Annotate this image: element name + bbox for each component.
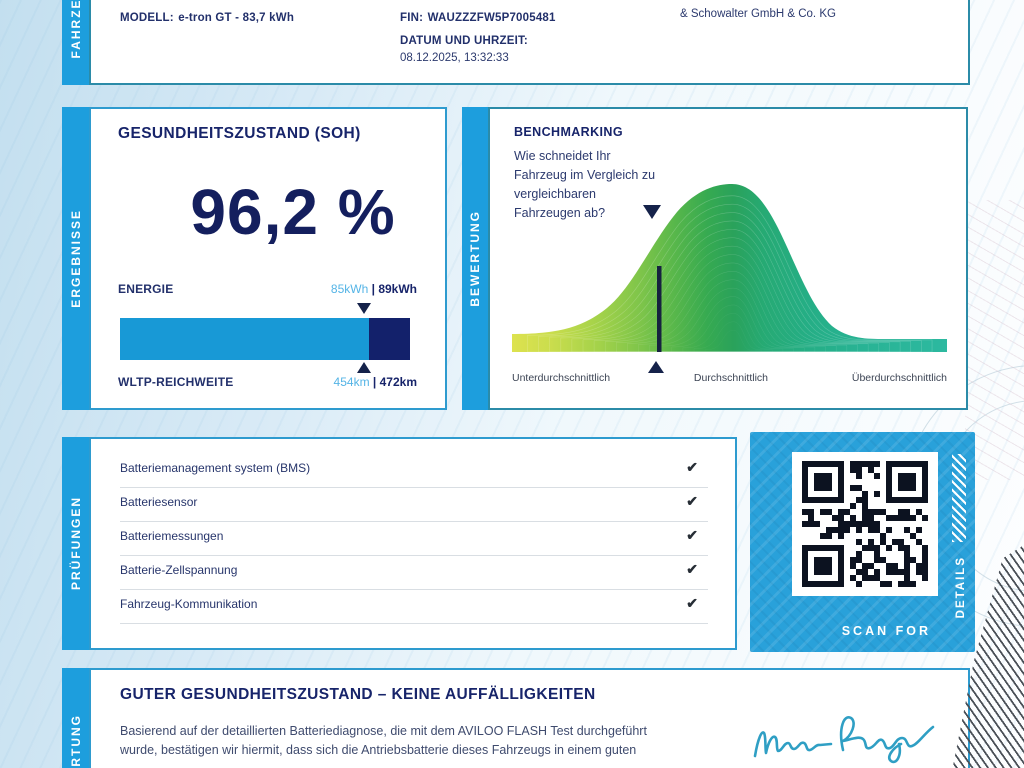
tab-ergebnisse: ERGEBNISSE xyxy=(62,107,89,410)
vehicle-fin: FIN: WAUZZZFW5P7005481 xyxy=(400,8,556,26)
benchmark-marker-top-icon xyxy=(643,205,661,219)
axis-label-above-average: Überdurchschnittlich xyxy=(851,372,947,384)
benchmark-question-line: Fahrzeug im Vergleich zu xyxy=(514,168,656,182)
check-label: Fahrzeug-Kommunikation xyxy=(120,597,258,611)
check-mark-icon: ✔ xyxy=(686,493,698,509)
benchmark-distribution-chart xyxy=(512,184,947,353)
dealer-name: & Schowalter GmbH & Co. KG xyxy=(680,8,836,20)
datetime-value: 08.12.2025, 13:32:33 xyxy=(400,52,509,64)
tab-fahrzeugdaten-label: FAHRZEUGDATEN xyxy=(69,0,83,59)
check-row-sensor: Batteriesensor ✔ xyxy=(120,487,708,522)
vehicle-data-panel: MODELL: e-tron GT - 83,7 kWh FIN: WAUZZZ… xyxy=(89,0,970,85)
summary-body-line: Basierend auf der detaillierten Batterie… xyxy=(120,724,647,738)
tab-pruefungen-label: PRÜFUNGEN xyxy=(68,496,83,591)
check-mark-icon: ✔ xyxy=(686,561,698,577)
benchmark-question-line: vergleichbaren xyxy=(514,187,596,201)
soh-bar-current xyxy=(120,318,370,360)
tab-auswertung: AUSWERTUNG xyxy=(62,668,89,768)
tab-ergebnisse-label: ERGEBNISSE xyxy=(68,209,83,308)
signature-icon xyxy=(753,716,935,764)
range-values: 454km | 472km xyxy=(334,375,417,389)
axis-label-average: Durchschnittlich xyxy=(693,372,769,384)
energy-separator: | xyxy=(371,282,375,296)
benchmark-vehicle-marker-line xyxy=(657,266,662,352)
scan-for-label: SCAN FOR xyxy=(841,624,931,638)
checks-panel: Batteriemanagement system (BMS) ✔ Batter… xyxy=(89,437,737,650)
tab-bewertung-label: BEWERTUNG xyxy=(468,210,482,307)
benchmark-panel: BENCHMARKING Wie schneidet Ihr Fahrzeug … xyxy=(488,107,968,410)
benchmark-question: Wie schneidet Ihr Fahrzeug im Vergleich … xyxy=(514,147,655,223)
range-original: 472km xyxy=(379,375,417,389)
tab-auswertung-label: AUSWERTUNG xyxy=(68,714,83,768)
check-label: Batterie-Zellspannung xyxy=(120,563,238,577)
check-label: Batteriemanagement system (BMS) xyxy=(120,461,311,475)
summary-title: GUTER GESUNDHEITSZUSTAND – KEINE AUFFÄLL… xyxy=(120,686,596,703)
soh-bar xyxy=(120,318,410,360)
benchmark-question-line: Wie schneidet Ihr xyxy=(514,149,611,163)
check-row-kommunikation: Fahrzeug-Kommunikation ✔ xyxy=(120,589,708,624)
summary-body: Basierend auf der detaillierten Batterie… xyxy=(120,722,647,760)
axis-label-below-average: Unterdurchschnittlich xyxy=(512,372,611,384)
soh-title: GESUNDHEITSZUSTAND (SOH) xyxy=(118,125,361,142)
soh-bar-lost xyxy=(369,318,410,360)
datetime-label: DATUM UND UHRZEIT: xyxy=(400,35,528,47)
check-mark-icon: ✔ xyxy=(686,595,698,611)
check-label: Batteriesensor xyxy=(120,495,198,509)
decor-hatch-white xyxy=(952,454,966,542)
range-current: 454km xyxy=(333,375,370,389)
fin-value: WAUZZZFW5P7005481 xyxy=(427,12,556,24)
check-row-messungen: Batteriemessungen ✔ xyxy=(120,521,708,556)
results-panel: GESUNDHEITSZUSTAND (SOH) 96,2 % ENERGIE … xyxy=(89,107,447,410)
energy-current: 85kWh xyxy=(330,282,369,296)
benchmark-question-line: Fahrzeugen ab? xyxy=(514,206,606,220)
energy-original: 89kWh xyxy=(378,282,417,296)
range-row: WLTP-REICHWEITE 454km | 472km xyxy=(118,375,417,389)
details-label: DETAILS xyxy=(955,555,967,618)
energy-label: ENERGIE xyxy=(118,282,174,296)
check-mark-icon: ✔ xyxy=(686,459,698,475)
benchmark-marker-bottom-icon xyxy=(648,361,664,373)
soh-value: 96,2 % xyxy=(190,176,396,248)
check-mark-icon: ✔ xyxy=(686,527,698,543)
qr-code-box xyxy=(792,452,938,596)
range-label: WLTP-REICHWEITE xyxy=(118,375,234,389)
model-value: e-tron GT - 83,7 kWh xyxy=(178,12,295,24)
summary-body-line: wurde, bestätigen wir hiermit, dass sich… xyxy=(120,743,637,757)
model-label: MODELL: xyxy=(120,12,174,24)
bar-marker-top-icon xyxy=(357,303,371,314)
energy-row: ENERGIE 85kWh | 89kWh xyxy=(118,282,417,296)
vehicle-model: MODELL: e-tron GT - 83,7 kWh xyxy=(120,8,294,26)
benchmark-title: BENCHMARKING xyxy=(514,125,623,139)
fin-label: FIN: xyxy=(400,12,424,24)
benchmark-axis-labels: Unterdurchschnittlich Durchschnittlich Ü… xyxy=(512,372,947,384)
bar-marker-bottom-icon xyxy=(357,362,371,373)
tab-pruefungen: PRÜFUNGEN xyxy=(62,437,89,650)
check-row-bms: Batteriemanagement system (BMS) ✔ xyxy=(120,453,708,488)
energy-values: 85kWh | 89kWh xyxy=(331,282,417,296)
tab-fahrzeugdaten: FAHRZEUGDATEN xyxy=(62,0,89,85)
range-separator: | xyxy=(372,375,377,389)
check-label: Batteriemessungen xyxy=(120,529,224,543)
qr-code-panel: SCAN FOR DETAILS xyxy=(750,432,975,652)
check-row-zellspannung: Batterie-Zellspannung ✔ xyxy=(120,555,708,590)
qr-code-icon xyxy=(802,461,928,587)
tab-bewertung: BEWERTUNG xyxy=(462,107,488,410)
summary-panel: GUTER GESUNDHEITSZUSTAND – KEINE AUFFÄLL… xyxy=(89,668,970,768)
